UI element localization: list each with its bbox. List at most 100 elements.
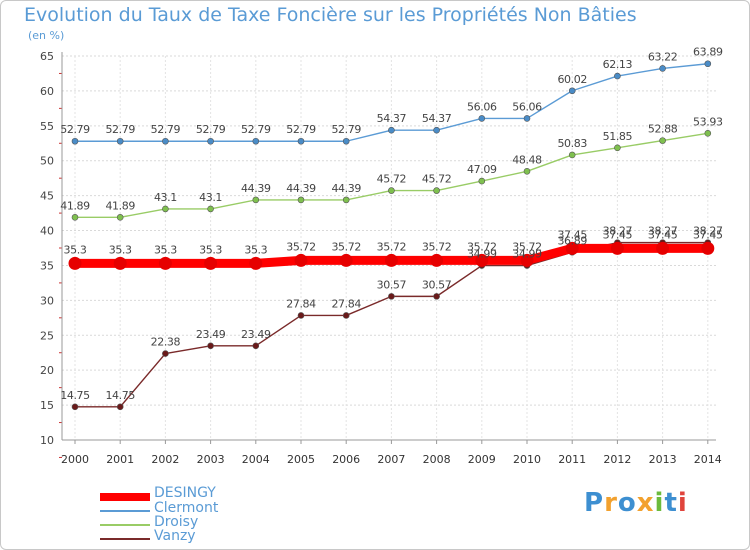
data-point-desingy xyxy=(249,256,263,270)
data-point-clermont xyxy=(162,137,169,145)
legend-swatch-droisy xyxy=(100,524,150,526)
data-label-clermont: 62.13 xyxy=(603,58,633,71)
data-label-desingy: 35.72 xyxy=(286,240,316,253)
data-label-clermont: 52.79 xyxy=(286,123,316,136)
data-label-vanzy: 38.27 xyxy=(603,225,633,238)
data-label-desingy: 35.3 xyxy=(244,243,267,256)
data-point-droisy xyxy=(704,129,712,137)
y-tick-label: 10 xyxy=(40,434,54,447)
data-point-desingy xyxy=(656,241,670,255)
data-point-droisy xyxy=(162,205,169,213)
data-point-desingy xyxy=(68,256,82,270)
data-point-vanzy xyxy=(252,342,260,350)
data-label-desingy: 35.72 xyxy=(467,240,497,253)
legend-swatch-desingy xyxy=(100,493,150,501)
x-tick-label: 2008 xyxy=(423,453,451,466)
data-label-clermont: 52.79 xyxy=(151,123,181,136)
data-point-desingy xyxy=(384,253,398,267)
data-label-clermont: 63.89 xyxy=(693,46,723,59)
data-label-clermont: 63.22 xyxy=(648,50,678,63)
logo-letter: x xyxy=(636,488,655,518)
data-point-droisy xyxy=(568,151,576,159)
data-label-desingy: 37.45 xyxy=(648,228,678,241)
data-label-vanzy: 27.84 xyxy=(286,297,316,310)
data-point-vanzy xyxy=(342,312,350,319)
data-point-clermont xyxy=(207,137,214,145)
logo-letter: r xyxy=(604,488,618,518)
data-point-desingy xyxy=(339,253,353,267)
x-tick-label: 2004 xyxy=(242,453,270,466)
data-point-desingy xyxy=(520,253,534,267)
x-tick-label: 2010 xyxy=(513,453,541,466)
y-tick-label: 35 xyxy=(40,259,54,272)
data-label-desingy: 35.3 xyxy=(109,243,132,256)
data-label-clermont: 52.79 xyxy=(241,123,271,136)
logo-letter: t xyxy=(664,488,678,518)
data-label-vanzy: 22.38 xyxy=(151,336,181,349)
y-tick-label: 65 xyxy=(40,50,54,63)
logo-letter: i xyxy=(677,488,688,518)
data-point-droisy xyxy=(523,168,531,175)
data-point-droisy xyxy=(71,214,79,221)
data-label-desingy: 37.45 xyxy=(603,228,633,241)
data-label-desingy: 37.45 xyxy=(557,228,587,241)
data-label-desingy: 37.45 xyxy=(693,228,723,241)
data-point-desingy xyxy=(113,256,127,270)
data-label-clermont: 60.02 xyxy=(557,73,587,86)
data-point-clermont xyxy=(342,137,350,145)
data-label-droisy: 44.39 xyxy=(331,182,361,195)
data-point-clermont xyxy=(71,137,79,145)
data-point-droisy xyxy=(388,187,395,194)
legend-label-clermont: Clermont xyxy=(154,500,219,516)
data-point-droisy xyxy=(433,187,440,194)
data-point-clermont xyxy=(659,65,666,72)
data-point-vanzy xyxy=(71,403,79,411)
data-point-clermont xyxy=(388,126,395,134)
data-label-desingy: 35.72 xyxy=(377,240,407,253)
data-label-desingy: 35.3 xyxy=(199,243,222,256)
data-point-droisy xyxy=(297,196,305,204)
logo-letter: o xyxy=(617,488,637,518)
data-point-clermont xyxy=(433,126,440,134)
data-point-desingy xyxy=(294,253,308,267)
data-label-vanzy: 30.57 xyxy=(377,278,407,291)
x-tick-label: 2006 xyxy=(332,453,360,466)
data-point-clermont xyxy=(252,137,260,145)
logo-letter: i xyxy=(654,488,665,518)
data-point-droisy xyxy=(478,177,486,185)
data-label-droisy: 52.88 xyxy=(648,123,678,136)
data-label-clermont: 56.06 xyxy=(467,100,497,113)
y-tick-label: 15 xyxy=(40,399,54,412)
proxiti-logo: Proxiti xyxy=(584,488,688,518)
data-label-clermont: 54.37 xyxy=(422,112,452,125)
data-label-droisy: 44.39 xyxy=(241,182,271,195)
data-label-droisy: 53.93 xyxy=(693,115,723,128)
chart-title: Evolution du Taux de Taxe Foncière sur l… xyxy=(24,4,637,26)
data-label-clermont: 52.79 xyxy=(196,123,226,136)
data-point-vanzy xyxy=(162,350,169,357)
data-point-desingy xyxy=(701,241,715,255)
x-tick-label: 2011 xyxy=(558,453,586,466)
data-label-clermont: 52.79 xyxy=(331,123,361,136)
data-label-vanzy: 34.99 xyxy=(467,248,497,261)
data-label-desingy: 35.72 xyxy=(331,240,361,253)
data-label-vanzy: 34.99 xyxy=(512,248,542,261)
y-tick-label: 60 xyxy=(40,85,54,98)
y-tick-label: 40 xyxy=(40,225,54,238)
legend-swatch-clermont xyxy=(100,510,150,512)
y-tick-label: 25 xyxy=(40,329,54,342)
data-label-clermont: 52.79 xyxy=(60,123,90,136)
y-tick-label: 55 xyxy=(40,120,54,133)
data-point-vanzy xyxy=(388,293,395,300)
data-label-vanzy: 14.75 xyxy=(105,389,135,402)
data-label-droisy: 41.89 xyxy=(60,199,90,212)
data-point-desingy xyxy=(565,241,579,255)
data-point-clermont xyxy=(297,137,305,145)
data-label-droisy: 43.1 xyxy=(199,191,222,204)
y-tick-label: 50 xyxy=(40,155,54,168)
x-tick-label: 2014 xyxy=(694,453,722,466)
data-label-clermont: 54.37 xyxy=(377,112,407,125)
data-label-vanzy: 23.49 xyxy=(241,328,271,341)
